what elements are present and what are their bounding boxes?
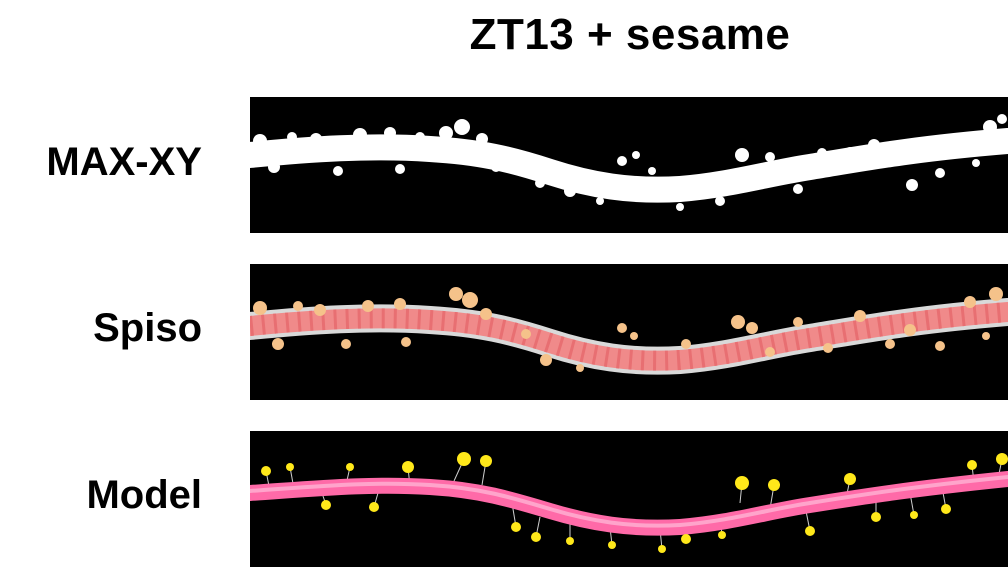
spiso-image [250, 264, 1008, 400]
figure-title: ZT13 + sesame [469, 10, 791, 59]
max-xy-dendrite [250, 114, 1008, 211]
row-label-model: Model [86, 473, 202, 517]
row-label-max-xy: MAX-XY [46, 140, 202, 184]
max-xy-image [250, 97, 1008, 233]
model-dendrite [250, 452, 1008, 553]
model-image [250, 431, 1008, 567]
row-label-spiso: Spiso [93, 306, 202, 350]
spiso-dendrite [250, 287, 1008, 375]
